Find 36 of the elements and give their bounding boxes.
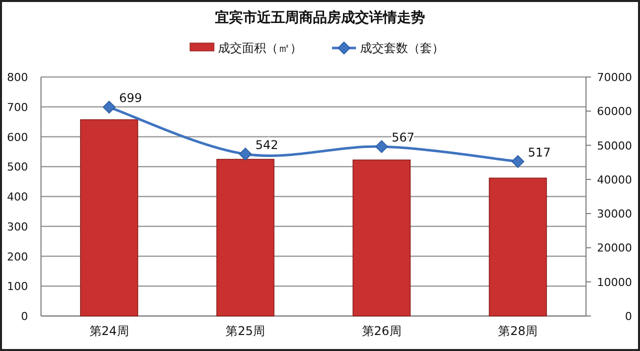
- y-tick-label: 0: [21, 310, 28, 323]
- chart-title: 宜宾市近五周商品房成交详情走势: [215, 9, 425, 26]
- bar: [488, 178, 547, 316]
- y2-tick-label: 70000: [597, 71, 632, 84]
- y-tick-label: 500: [7, 160, 28, 174]
- bar: [80, 119, 138, 316]
- y2-tick-label: 50000: [597, 139, 632, 152]
- y-tick-label: 200: [7, 250, 28, 264]
- data-label: 699: [119, 91, 142, 106]
- x-tick-label: 第28周: [498, 324, 538, 338]
- y-tick-label: 600: [7, 130, 28, 144]
- y-tick-label: 700: [7, 100, 28, 114]
- x-tick-label: 第24周: [89, 324, 129, 338]
- y2-tick-label: 10000: [597, 276, 632, 289]
- bar: [352, 160, 411, 316]
- y-tick-label: 100: [7, 280, 28, 294]
- point: [102, 100, 116, 114]
- y2-tick-label: 40000: [597, 173, 632, 186]
- x-tick-label: 第25周: [226, 324, 266, 338]
- point: [375, 140, 388, 154]
- data-label: 542: [255, 138, 278, 152]
- y-tick-label: 400: [7, 190, 28, 204]
- x-tick-label: 第26周: [362, 324, 402, 338]
- y2-tick-label: 30000: [597, 208, 632, 221]
- bar: [216, 158, 274, 316]
- y2-tick-label: 0: [625, 310, 632, 323]
- y2-tick-label: 60000: [597, 105, 632, 118]
- point: [511, 155, 524, 168]
- legend-label: 成交面积（㎡）: [218, 41, 302, 55]
- data-label: 517: [528, 146, 551, 160]
- y2-tick-label: 20000: [597, 242, 632, 255]
- y-tick-label: 300: [7, 220, 28, 234]
- y-tick-label: 800: [7, 71, 28, 84]
- point: [238, 148, 252, 160]
- legend-label: 成交套数（套）: [360, 41, 444, 55]
- data-label: 567: [392, 130, 415, 145]
